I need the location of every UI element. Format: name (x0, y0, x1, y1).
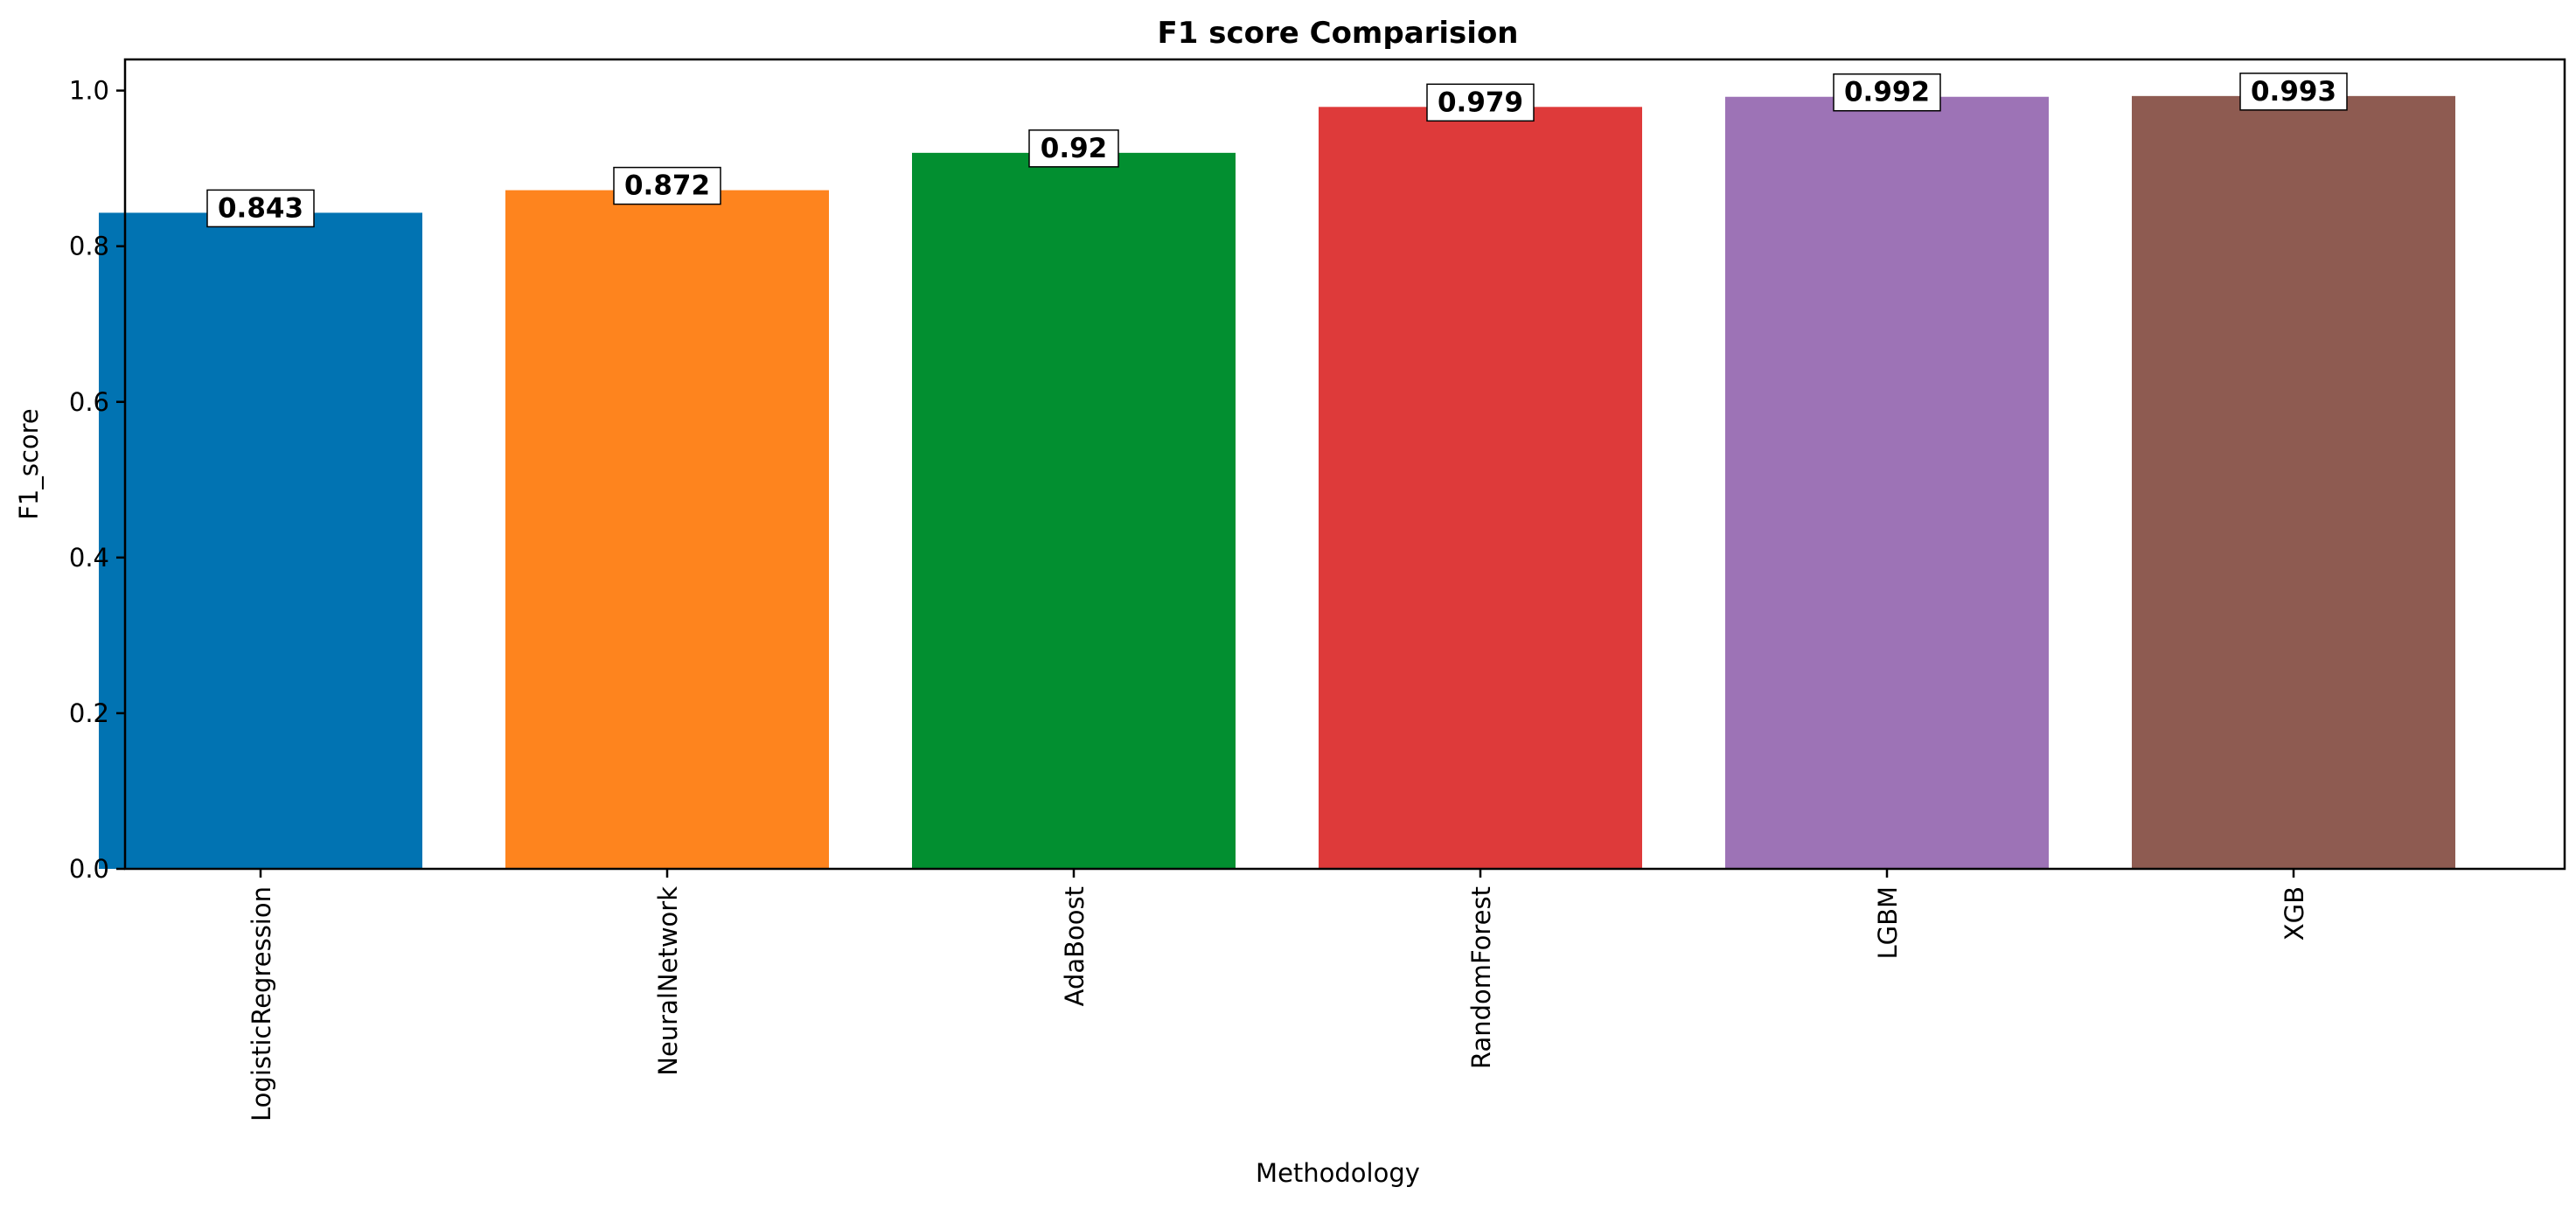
y-axis-title: F1_score (14, 408, 44, 520)
bar (912, 152, 1236, 869)
bar (505, 190, 829, 870)
x-axis: LogisticRegression NeuralNetwork AdaBoost R… (247, 869, 2309, 1121)
x-tick-label: LogisticRegression (247, 886, 276, 1121)
y-tick-label: 0.2 (69, 698, 109, 728)
y-tick-label: 0.4 (69, 543, 109, 573)
y-tick-label: 0.0 (69, 854, 109, 884)
bar-value-label: 0.92 (1041, 133, 1108, 164)
y-tick-label: 0.6 (69, 387, 109, 417)
x-tick-label: XGB (2280, 886, 2309, 941)
value-label-box (206, 189, 315, 228)
x-tick-label: NeuralNetwork (653, 886, 683, 1076)
bar-value-label: 0.979 (1438, 87, 1523, 118)
x-axis-title: Methodology (1256, 1158, 1420, 1188)
value-label-box (1028, 129, 1119, 168)
value-label-box (1833, 73, 1941, 112)
value-label-box (1426, 83, 1535, 122)
value-label-box (2239, 73, 2348, 111)
bar-value-label: 0.992 (1844, 77, 1930, 108)
y-tick-label: 1.0 (69, 76, 109, 106)
bar (99, 212, 422, 869)
x-tick-label: RandomForest (1466, 886, 1496, 1069)
bar-value-label: 0.872 (624, 170, 710, 202)
y-tick-label: 0.8 (69, 232, 109, 261)
bar-value-label: 0.843 (218, 192, 303, 224)
y-axis: 0.0 0.2 0.4 0.6 0.8 1.0 (69, 76, 125, 884)
bar-value-label: 0.993 (2251, 76, 2336, 108)
bar (1319, 107, 1642, 869)
bars-layer (99, 95, 2455, 870)
x-tick-label: LGBM (1873, 886, 1903, 960)
plot-frame (123, 58, 2566, 871)
value-labels: 0.843 0.872 0.92 0.979 0.992 0.993 (206, 73, 2348, 228)
value-label-box (613, 166, 721, 205)
bar (1725, 96, 2049, 869)
bar (2132, 95, 2455, 869)
x-tick-label: AdaBoost (1060, 886, 1090, 1006)
chart-title: F1 score Comparision (1157, 16, 1518, 51)
